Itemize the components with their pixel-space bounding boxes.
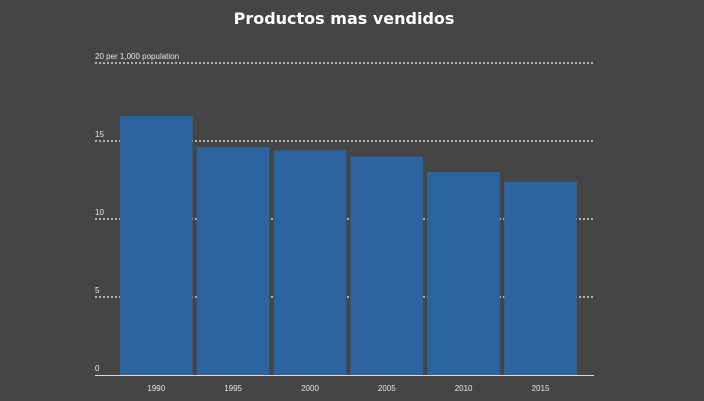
x-tick-label: 1990 [147,384,165,393]
bar [350,156,424,375]
bars [120,116,577,375]
x-axis-tick-labels: 1990 1995 2000 2005 2010 2015 [147,384,550,393]
x-tick-label: 2005 [378,384,396,393]
bar [273,150,347,375]
y-axis-tick-labels: 0 5 10 15 20 per 1,000 population [95,52,179,373]
y-tick-label: 20 per 1,000 population [95,52,179,61]
x-tick-label: 1995 [224,384,242,393]
bar [120,116,193,375]
y-tick-label: 5 [95,286,100,295]
x-tick-label: 2000 [301,384,319,393]
y-tick-label: 15 [95,130,104,139]
y-tick-label: 10 [95,208,104,217]
bar [504,181,577,375]
bar [196,147,270,375]
x-tick-label: 2015 [532,384,550,393]
y-tick-label: 0 [95,364,100,373]
chart-title: Productos mas vendidos [234,9,455,28]
bar [427,172,500,375]
x-tick-label: 2010 [455,384,473,393]
